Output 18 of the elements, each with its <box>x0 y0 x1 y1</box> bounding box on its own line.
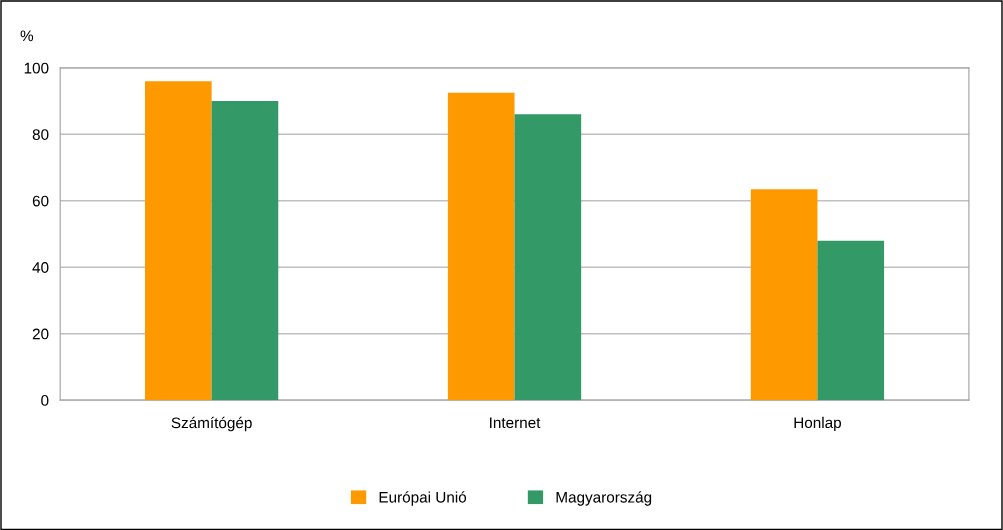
y-tick-label: 20 <box>32 328 49 340</box>
y-axis-title: % <box>20 30 34 42</box>
bar <box>211 101 279 401</box>
y-tick-label: 80 <box>32 129 49 140</box>
bar <box>447 92 515 401</box>
y-tick-label: 100 <box>24 62 49 74</box>
bar <box>750 189 818 401</box>
x-tick-label: Honlap <box>794 416 842 432</box>
x-tick-label: Számítógép <box>171 416 252 432</box>
bar <box>144 81 212 401</box>
bar <box>817 240 885 401</box>
bar <box>514 114 582 401</box>
legend-label: Európai Unió <box>379 491 467 506</box>
legend-label: Magyarország <box>556 491 652 506</box>
y-tick-label: 60 <box>32 195 49 207</box>
y-tick-label: 40 <box>32 262 49 273</box>
x-tick-label: Internet <box>490 417 541 429</box>
y-tick-label: 0 <box>41 395 49 406</box>
